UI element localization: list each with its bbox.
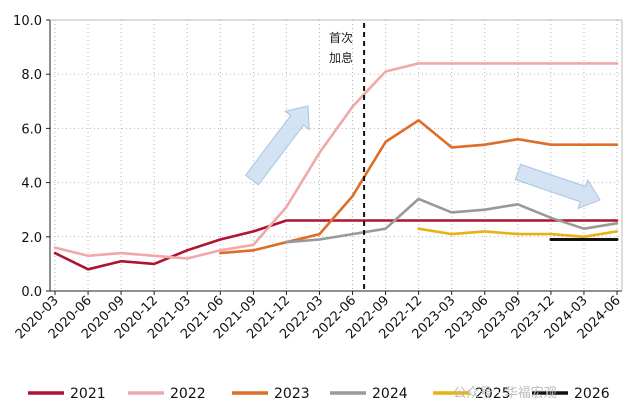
axes xyxy=(49,19,623,292)
legend-label-2025: 2025 xyxy=(475,386,511,402)
x-tick-labels: 2020-032020-062020-092020-122021-032021-… xyxy=(13,291,624,342)
annotation-hike: 加息 xyxy=(329,50,353,65)
legend-label-2021: 2021 xyxy=(70,386,106,402)
legend: 2021 2022 2023 2024 2025 2026 xyxy=(28,386,610,402)
legend-label-2022: 2022 xyxy=(170,386,206,402)
y-tick-label: 0.0 xyxy=(21,285,42,300)
trend-arrows xyxy=(244,105,601,210)
y-tick-label: 10.0 xyxy=(13,14,42,29)
series-line-2022 xyxy=(53,62,619,260)
y-tick-labels: 0.0 2.0 4.0 6.0 8.0 10.0 xyxy=(13,14,50,300)
watermark: 公众号 · 华福宏观 xyxy=(453,386,556,401)
legend-label-2024: 2024 xyxy=(372,386,408,402)
down-arrow-icon xyxy=(514,163,601,210)
first-hike-marker: 首次 加息 xyxy=(329,23,366,291)
y-tick-label: 2.0 xyxy=(21,231,42,246)
series-lines xyxy=(53,62,619,271)
series-line-2021 xyxy=(53,219,619,271)
y-tick-label: 8.0 xyxy=(21,68,42,83)
annotation-first: 首次 xyxy=(329,31,353,45)
y-tick-label: 4.0 xyxy=(21,177,42,192)
legend-label-2023: 2023 xyxy=(274,386,310,402)
legend-label-2026: 2026 xyxy=(574,386,610,402)
series-line-2024 xyxy=(285,197,619,244)
series-line-2025 xyxy=(417,227,619,239)
y-tick-label: 6.0 xyxy=(21,122,42,137)
up-arrow-icon xyxy=(244,105,310,186)
